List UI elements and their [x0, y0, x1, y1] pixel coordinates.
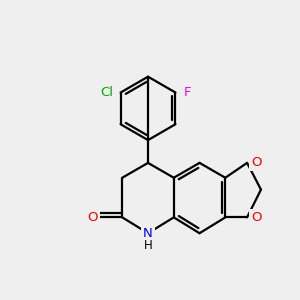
Text: O: O [87, 211, 98, 224]
Text: O: O [251, 211, 261, 224]
Text: N: N [143, 227, 153, 240]
Text: H: H [144, 238, 152, 252]
Text: O: O [251, 156, 261, 170]
Text: F: F [184, 86, 191, 99]
Text: Cl: Cl [100, 86, 113, 99]
